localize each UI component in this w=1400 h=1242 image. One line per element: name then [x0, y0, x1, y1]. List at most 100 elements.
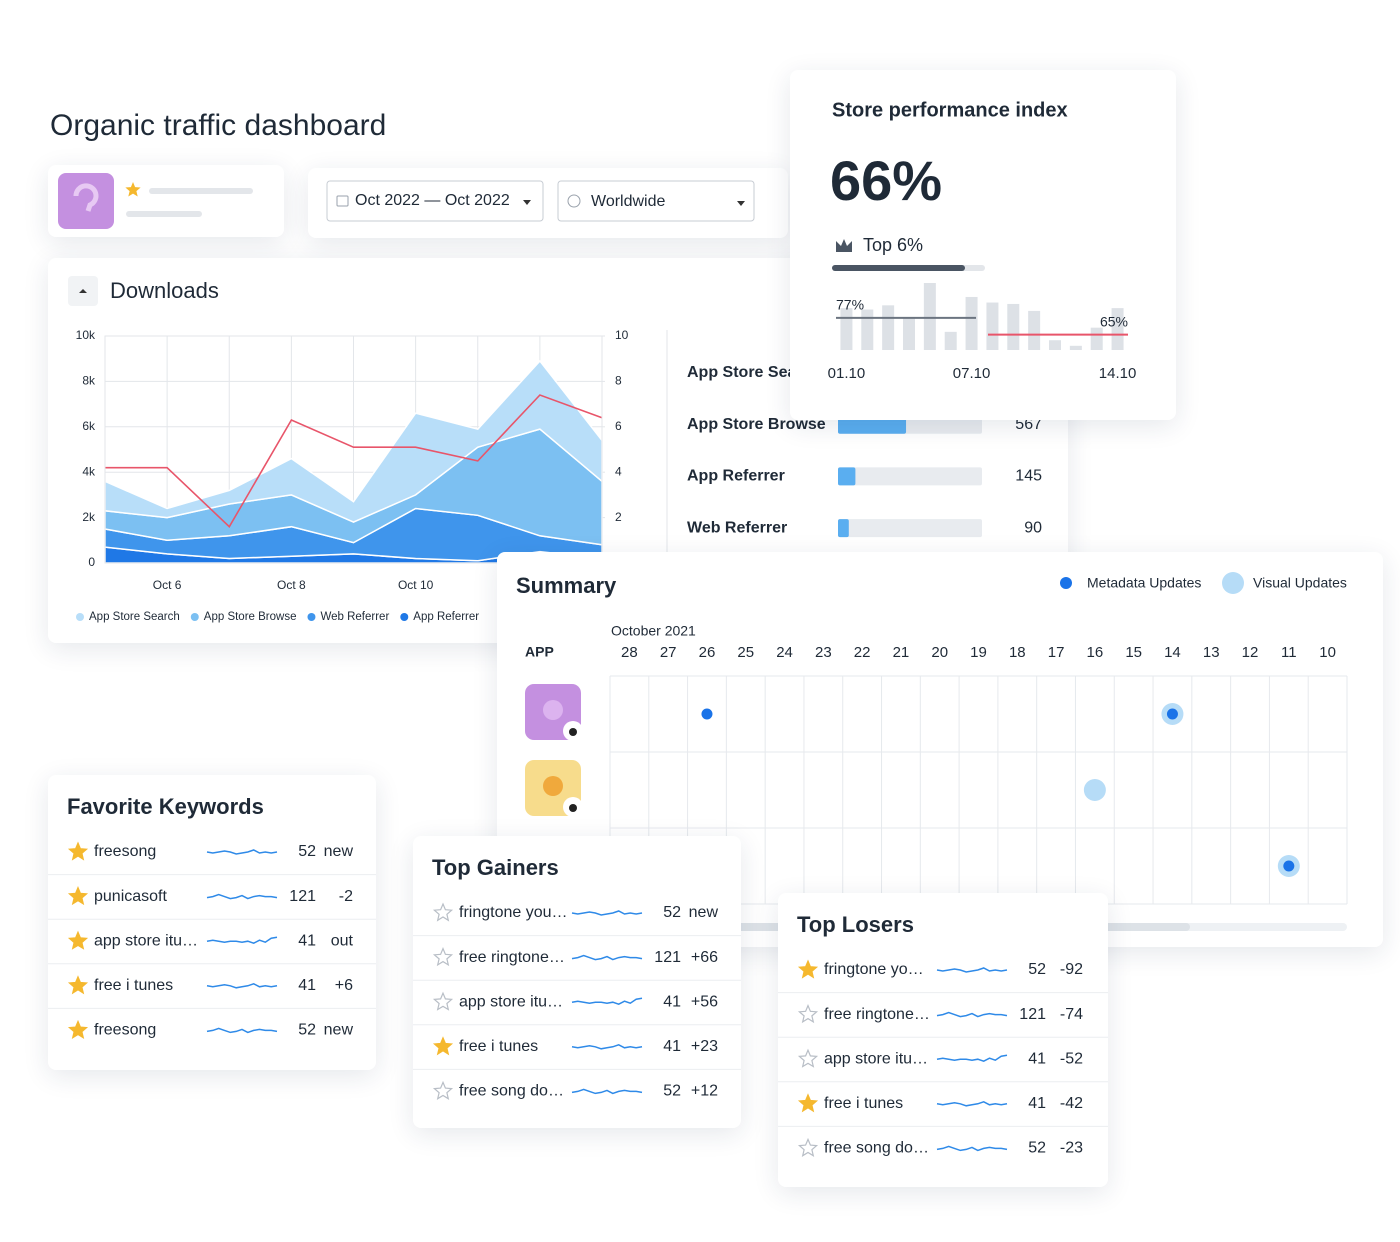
legend-swatch: [190, 613, 199, 621]
gainers-card: Top Gainers fringtone you… 52 new free ringt…: [413, 836, 741, 1128]
day-label: 17: [1048, 644, 1065, 661]
source-bar: [838, 519, 849, 538]
keyword: free i tunes: [459, 1038, 538, 1055]
star-filled[interactable]: [797, 1093, 819, 1113]
y-tick-label: 0: [88, 555, 95, 569]
rank: 52: [298, 843, 316, 860]
keyword: free i tunes: [824, 1095, 903, 1112]
rank: 52: [1028, 1140, 1046, 1157]
y2-tick-label: 10: [615, 328, 629, 342]
change: -92: [1060, 961, 1083, 978]
x-tick-label: Oct 8: [277, 578, 306, 592]
keyword: fringtone yo…: [824, 961, 924, 978]
header-canvas: Organic traffic dashboard: [50, 109, 386, 142]
region-dropdown[interactable]: [557, 180, 755, 222]
day-label: 21: [893, 644, 910, 661]
star-outline[interactable]: [797, 1004, 819, 1024]
legend-label: App Referrer: [413, 611, 479, 623]
legend-visual-swatch: [1222, 572, 1244, 594]
calendar-icon: [336, 195, 349, 207]
keyword: freesong: [94, 1022, 156, 1039]
keyword: app store itu…: [94, 932, 198, 949]
star-filled[interactable]: [67, 975, 89, 995]
reference-label: 65%: [1100, 313, 1128, 329]
plot-frame: [104, 335, 603, 564]
mini-bar: [882, 305, 895, 350]
legend-metadata: Metadata Updates: [1087, 575, 1201, 591]
star-filled[interactable]: [67, 1019, 89, 1039]
platform-glyph: [569, 804, 577, 812]
y2-tick-label: 4: [615, 464, 622, 478]
favorites-card: Favorite Keywords freesong 52 new punicasoft…: [48, 775, 376, 1070]
sparkline: [206, 893, 278, 900]
star-outline[interactable]: [797, 1137, 819, 1157]
keyword: free song do…: [459, 1083, 564, 1100]
performance-rank: Top 6%: [863, 235, 923, 255]
change: +66: [691, 949, 718, 966]
keyword: punicasoft: [94, 888, 167, 905]
rank: 52: [663, 1083, 681, 1100]
change: +12: [691, 1083, 718, 1100]
performance-card-canvas: Store performance index 66% Top 6% 01.10 07.…: [828, 99, 1137, 382]
date-range[interactable]: Oct 2022 — Oct 2022: [355, 192, 510, 209]
rank: 41: [298, 977, 316, 994]
filters-card-canvas: Oct 2022 — Oct 2022 Worldwide: [326, 180, 755, 222]
rank-fill: [832, 265, 965, 271]
star-filled[interactable]: [67, 841, 89, 861]
y-tick-label: 8k: [82, 374, 96, 388]
sparkline: [206, 1027, 278, 1034]
keyword: fringtone you…: [459, 904, 568, 921]
star-filled[interactable]: [67, 886, 89, 906]
rank: 121: [1019, 1006, 1046, 1023]
region[interactable]: Worldwide: [591, 193, 666, 210]
star-filled[interactable]: [67, 930, 89, 950]
losers-card: Top Losers fringtone yo… 52 -92 free rington…: [778, 893, 1108, 1187]
source-track: [838, 467, 982, 486]
mini-bar: [965, 296, 978, 350]
x-tick-label: Oct 6: [153, 578, 182, 592]
favorite-star: [125, 182, 141, 197]
summary-title: Summary: [516, 573, 617, 598]
day-label: 15: [1125, 644, 1142, 661]
sparkline: [571, 1088, 643, 1095]
month-label: October 2021: [611, 623, 696, 639]
day-label: 22: [854, 644, 871, 661]
mini-bar: [840, 308, 853, 350]
star-outline[interactable]: [432, 1080, 454, 1100]
sparkline: [936, 1145, 1008, 1152]
table-title: Top Gainers: [432, 855, 559, 880]
sparkline: [936, 1100, 1008, 1107]
mini-x-label: 01.10: [828, 365, 866, 382]
sparkline: [206, 849, 278, 855]
mini-bar: [1069, 345, 1082, 350]
star-outline[interactable]: [797, 1048, 819, 1068]
star-outline[interactable]: [432, 902, 454, 922]
star-outline[interactable]: [432, 991, 454, 1011]
day-label: 24: [776, 644, 793, 661]
sparkline: [571, 910, 643, 916]
day-label: 11: [1281, 644, 1297, 661]
legend-label: App Store Browse: [204, 611, 297, 623]
change: out: [331, 932, 354, 949]
y2-tick-label: 6: [615, 419, 622, 433]
day-label: 16: [1087, 644, 1104, 661]
date-dropdown[interactable]: [326, 180, 544, 222]
source-bar: [838, 467, 856, 486]
performance-card: Store performance index 66% Top 6% 01.10 07.…: [790, 70, 1176, 420]
sparkline: [936, 1011, 1008, 1018]
rank: 41: [1028, 1095, 1046, 1112]
mini-bar: [861, 309, 874, 350]
filters-card: Oct 2022 — Oct 2022 Worldwide: [308, 168, 788, 238]
rank: 41: [663, 1038, 681, 1055]
star-filled[interactable]: [797, 959, 819, 979]
rank: 52: [663, 904, 681, 921]
star-outline[interactable]: [432, 947, 454, 967]
sparkline: [206, 982, 278, 989]
mini-bar: [1007, 303, 1020, 350]
change: new: [689, 904, 719, 921]
y-tick-label: 2k: [82, 510, 96, 524]
star-filled[interactable]: [432, 1036, 454, 1056]
reference-label: 77%: [836, 297, 864, 313]
keyword: free song do…: [824, 1140, 929, 1157]
source-label: App Store Browse: [687, 416, 826, 433]
